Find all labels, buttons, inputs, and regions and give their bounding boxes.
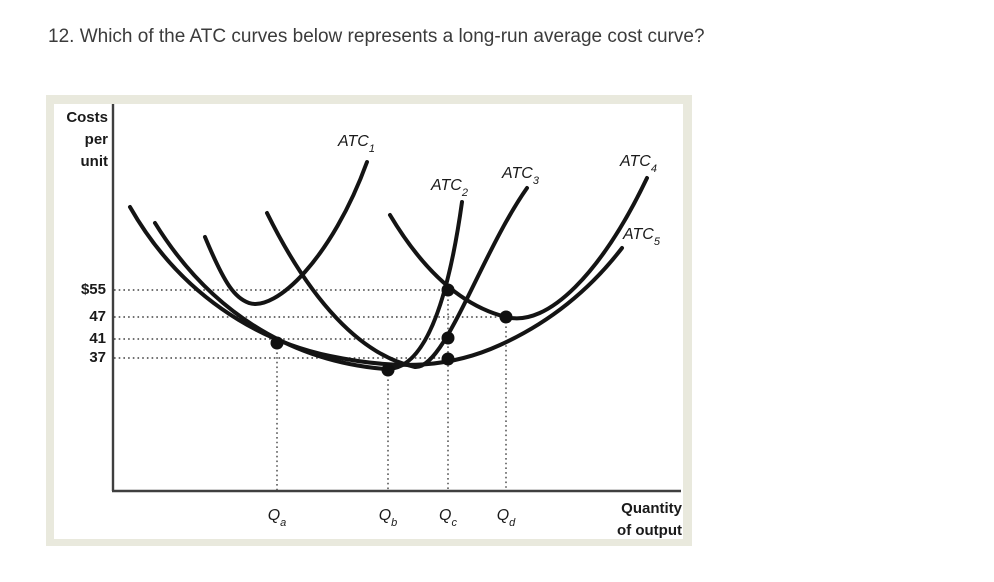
curve-label-atc5-sub: 5 — [653, 236, 660, 249]
x-tick-qc-base: Q — [439, 507, 452, 524]
curve-label-atc2-base: ATC — [431, 177, 462, 194]
x-axis-title-line1: Quantity — [621, 500, 682, 517]
y-tick-label-47: 47 — [89, 308, 106, 325]
y-axis-title: Costs per unit — [38, 107, 108, 173]
point-marker-qc-37 — [441, 352, 455, 366]
point-marker-qc-55 — [441, 283, 455, 297]
x-tick-label-qc: Qc — [426, 507, 470, 529]
y-tick-label-55: $55 — [80, 281, 106, 298]
x-tick-qa-base: Q — [267, 507, 281, 524]
question-title: 12. Which of the ATC curves below repres… — [48, 26, 705, 47]
x-axis-title: Quantity of output — [578, 498, 682, 542]
y-axis-title-line3: unit — [80, 153, 109, 170]
x-tick-label-qd: Qd — [484, 507, 528, 529]
x-tick-qb-base: Q — [378, 507, 392, 524]
curve-label-atc5: ATC5 — [623, 226, 660, 248]
x-tick-qb-sub: b — [391, 517, 398, 530]
point-marker-qc-41 — [441, 331, 455, 345]
x-tick-qc-sub: c — [451, 517, 457, 530]
curve-label-atc1-base: ATC — [338, 133, 369, 150]
y-axis-title-line1: Costs — [66, 109, 108, 126]
figure-plot-background — [54, 104, 683, 539]
point-marker-qb — [381, 363, 395, 377]
x-tick-qa-sub: a — [280, 517, 287, 530]
curve-atc1 — [203, 160, 369, 306]
curve-label-atc3-base: ATC — [502, 165, 533, 182]
y-axis-title-line2: per — [84, 131, 108, 148]
y-tick-label-37: 37 — [89, 349, 106, 366]
curve-label-atc4-base: ATC — [620, 153, 651, 170]
curve-label-atc5-base: ATC — [623, 226, 654, 243]
x-tick-label-qb: Qb — [366, 507, 410, 529]
x-tick-label-qa: Qa — [255, 507, 299, 529]
curve-label-atc1: ATC1 — [338, 133, 375, 155]
curve-atc5 — [128, 205, 624, 367]
curve-label-atc3-sub: 3 — [532, 175, 539, 188]
x-tick-qd-base: Q — [496, 507, 510, 524]
figure-image — [46, 95, 692, 546]
point-marker-qa — [270, 336, 284, 350]
curve-label-atc2-sub: 2 — [461, 187, 468, 200]
point-marker-qd-47 — [499, 310, 513, 324]
curve-label-atc3: ATC3 — [502, 165, 539, 187]
x-axis-title-line2: of output — [617, 522, 682, 539]
curve-label-atc1-sub: 1 — [368, 143, 375, 156]
curve-label-atc2: ATC2 — [431, 177, 468, 199]
curve-atc3 — [265, 186, 529, 370]
y-tick-label-41: 41 — [89, 330, 106, 347]
curve-label-atc4-sub: 4 — [650, 163, 657, 176]
curve-label-atc4: ATC4 — [620, 153, 657, 175]
x-tick-qd-sub: d — [509, 517, 516, 530]
